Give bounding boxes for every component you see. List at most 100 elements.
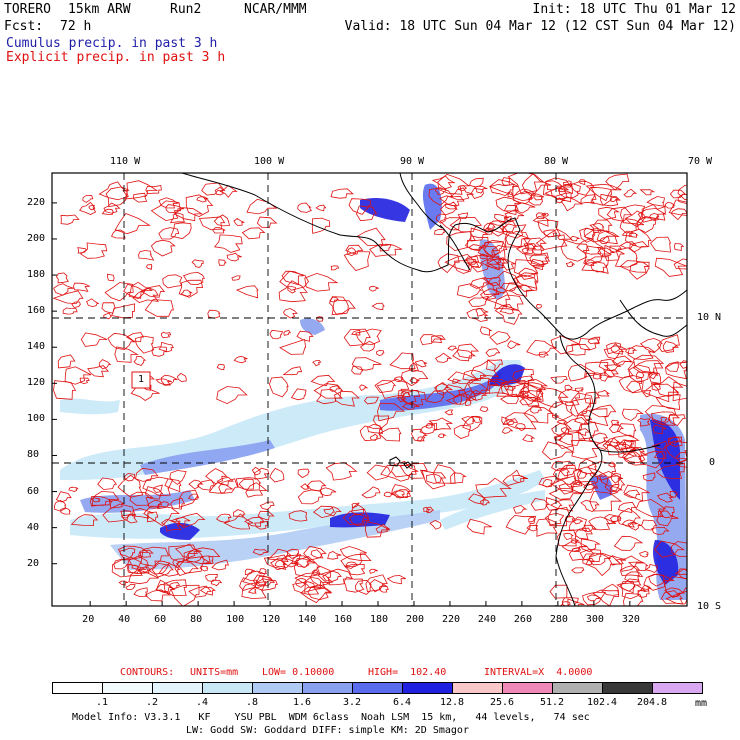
precip-contour	[445, 201, 458, 210]
precip-contour	[246, 198, 278, 215]
precip-contour	[419, 334, 443, 346]
precip-contour	[486, 258, 506, 269]
precip-contour	[188, 479, 204, 490]
precip-contour	[356, 227, 386, 246]
precip-contour	[104, 282, 134, 302]
precip-contour	[124, 473, 136, 482]
precip-contour	[624, 228, 652, 248]
precip-contour	[606, 342, 622, 355]
precip-contour	[604, 437, 621, 447]
lon-label-90w: 90 W	[400, 156, 425, 167]
precip-contour	[501, 416, 515, 425]
precip-contour	[488, 378, 508, 387]
precip-contour	[60, 214, 80, 225]
precip-contour	[367, 423, 382, 434]
precip-contour	[544, 512, 565, 526]
precip-contour	[399, 463, 428, 479]
precip-contour	[303, 576, 323, 589]
precip-contour	[211, 559, 229, 571]
run-label: Run2	[170, 2, 202, 17]
precip-contour	[351, 357, 382, 371]
precip-contour	[648, 573, 665, 587]
precip-contour	[637, 208, 667, 223]
precip-contour	[449, 216, 483, 233]
precip-contour	[667, 413, 686, 426]
precip-contour	[640, 584, 652, 593]
precip-contour	[281, 270, 304, 286]
precip-contour	[376, 378, 410, 399]
precip-contour	[174, 560, 199, 576]
precip-contour	[101, 302, 116, 314]
precip-contour	[651, 411, 681, 426]
precip-contour	[118, 580, 129, 586]
precip-contour	[556, 420, 568, 425]
colorbar-swatch	[302, 682, 353, 694]
x-tick-label: 220	[441, 614, 460, 625]
marker-box-label: 1	[138, 374, 145, 385]
precip-contour	[489, 179, 519, 196]
precip-contour	[565, 261, 576, 267]
precip-contour	[215, 513, 232, 523]
precip-contour	[446, 231, 476, 252]
precip-contour	[294, 557, 316, 568]
precip-contour	[419, 469, 447, 490]
precip-contour	[567, 363, 597, 382]
precip-contour	[530, 405, 543, 414]
precip-contour	[677, 193, 687, 205]
precip-contour	[649, 236, 672, 253]
precip-contour	[140, 285, 166, 298]
precip-contour	[679, 360, 687, 369]
precip-contour	[233, 355, 248, 364]
precip-contour	[589, 222, 605, 233]
precip-contour	[514, 202, 536, 214]
precip-contour	[126, 555, 150, 575]
precip-contour	[218, 478, 239, 494]
precip-contour	[133, 587, 148, 598]
precip-contour	[371, 302, 385, 311]
precip-contour	[132, 287, 160, 304]
precip-contour	[668, 199, 687, 216]
colorbar-label: 3.2	[342, 697, 362, 708]
precip-contour	[400, 391, 411, 398]
precip-contour	[589, 490, 623, 512]
precip-contour	[571, 547, 582, 553]
precip-contour	[117, 474, 144, 498]
precip-contour	[628, 561, 649, 571]
precip-contour	[588, 516, 617, 531]
precip-contour	[391, 484, 412, 498]
precip-contour	[283, 308, 298, 319]
precip-contour	[513, 259, 543, 278]
precip-contour	[98, 359, 112, 370]
precip-contour	[435, 213, 447, 224]
precip-contour	[526, 339, 557, 356]
precip-contour	[226, 252, 242, 262]
precip-contour	[359, 340, 375, 352]
precip-contour	[53, 500, 67, 512]
forecast-label: Fcst:	[4, 19, 44, 34]
precip-contour	[155, 583, 176, 594]
precip-contour	[665, 201, 676, 209]
colorbar-label: .4	[195, 697, 209, 708]
precip-contour	[165, 204, 184, 214]
precip-contour	[669, 490, 679, 498]
precip-contour	[544, 183, 574, 203]
precip-contour	[425, 390, 445, 404]
precip-contour	[235, 477, 262, 491]
precip-contour	[495, 259, 516, 271]
precip-contour	[431, 335, 446, 344]
precip-contour	[431, 175, 456, 190]
y-tick-label: 180	[27, 269, 46, 281]
precip-contour	[486, 220, 509, 233]
precip-contour	[180, 289, 194, 297]
precip-contour	[128, 569, 159, 585]
precip-contour	[646, 196, 666, 210]
precip-contour	[641, 519, 658, 531]
precip-contour	[512, 188, 537, 202]
precip-contour	[140, 546, 170, 567]
precip-contour	[579, 227, 595, 243]
precip-contour	[151, 562, 174, 578]
grid-spacing: 15km ARW	[68, 2, 131, 17]
precip-contour	[142, 476, 174, 497]
precip-contour	[269, 467, 285, 483]
precip-contour	[196, 196, 209, 203]
